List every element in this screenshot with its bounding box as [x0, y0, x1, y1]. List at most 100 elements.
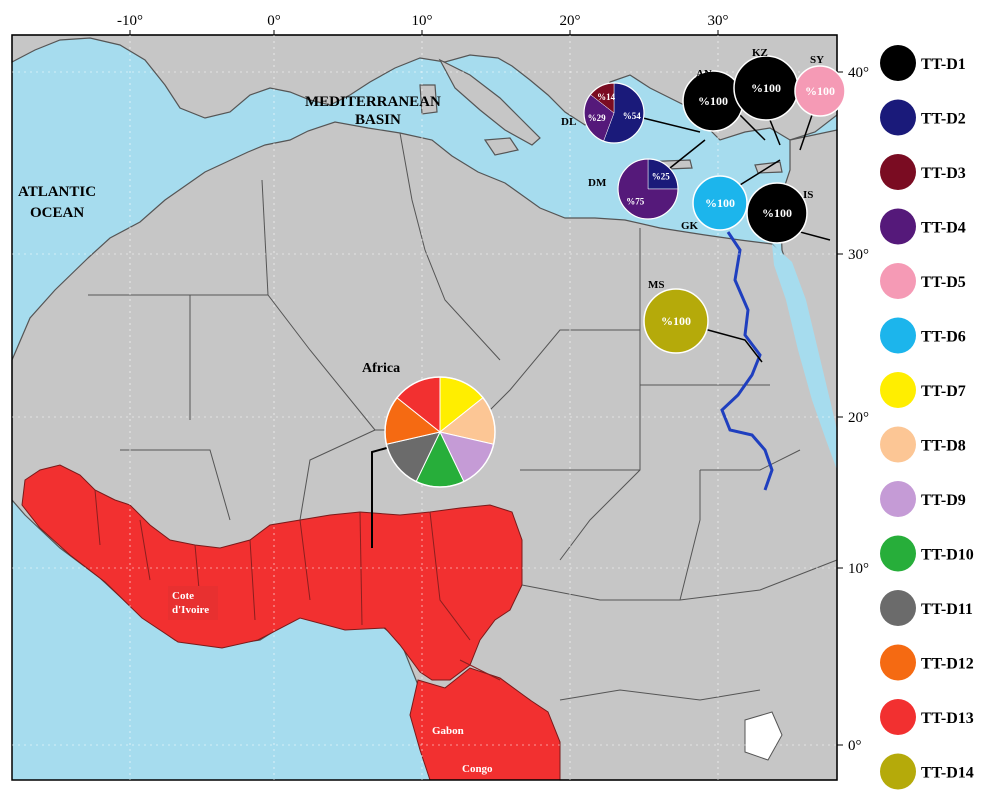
legend-item: TT-D1: [880, 45, 966, 81]
legend-swatch: [880, 644, 916, 681]
cote-label-line2: d'Ivoire: [172, 604, 209, 616]
cote-label-line1: Cote: [172, 590, 194, 602]
europe-landmass: [11, 34, 838, 141]
site-pie-sy: %100 SY: [794, 54, 846, 117]
country-borders: [88, 132, 838, 701]
red-sea: [772, 244, 837, 470]
site-code-kz: KZ: [752, 47, 768, 59]
lat-tick-label: 10°: [848, 561, 869, 577]
lon-tick-label: 10°: [412, 13, 433, 29]
site-pie-kz: %100 KZ: [733, 47, 799, 121]
africa-pie-outline: [384, 376, 496, 488]
gabon-congo-highlight: [409, 667, 561, 781]
sardinia: [419, 84, 438, 115]
legend-label: TT-D13: [921, 710, 974, 727]
legend-item: TT-D12: [880, 644, 974, 681]
legend-item: TT-D13: [880, 699, 974, 735]
cote-label-box: [168, 586, 218, 620]
legend-item: TT-D11: [880, 590, 973, 626]
legend-item: TT-D5: [880, 263, 966, 299]
lon-tick-label: 30°: [708, 13, 729, 29]
africa-pie: [371, 376, 496, 548]
site-pie-dl: %54 %29 %14 DL: [561, 82, 645, 144]
legend-item: TT-D8: [880, 426, 966, 463]
legend-item: TT-D6: [880, 317, 966, 354]
legend-swatch: [880, 154, 916, 190]
legend-swatch: [880, 535, 916, 572]
site-code-an: AN: [696, 68, 712, 80]
lat-tick-label: 30°: [848, 247, 869, 263]
site-code-sy: SY: [810, 54, 824, 66]
legend-item: TT-D10: [880, 535, 974, 572]
nile-river: [720, 231, 774, 491]
pie-outline: [583, 82, 645, 144]
site-code-is: IS: [803, 189, 813, 201]
legend-label: TT-D4: [921, 220, 966, 237]
lon-tick-label: 20°: [560, 13, 581, 29]
site-code-gk: GK: [681, 220, 699, 232]
highlight-borders: [94, 489, 501, 681]
legend-label: TT-D1: [921, 56, 966, 73]
legend-label: TT-D12: [921, 656, 974, 673]
site-pie-dm: %25 %75 DM: [588, 158, 679, 220]
pie-percent-label: %100: [705, 196, 735, 210]
sicily: [483, 137, 519, 156]
gabon-label: Gabon: [432, 725, 464, 737]
map-labels: MEDITERRANEAN BASIN ATLANTIC OCEAN Afric…: [18, 94, 493, 775]
legend-label: TT-D11: [921, 601, 973, 618]
site-pies: %100 AN %100 KZ %100 SY %54 %29 %14 DL %25 %75 DM %10…: [561, 47, 846, 354]
legend-swatch: [880, 753, 916, 790]
pie-outline: [617, 158, 679, 220]
legend-label: TT-D7: [921, 383, 966, 400]
legend-swatch: [880, 317, 916, 354]
pie-percent-label: %25: [652, 171, 671, 181]
legend-label: TT-D9: [921, 492, 966, 509]
legend-swatch: [880, 45, 916, 81]
pie-slice: [692, 175, 748, 231]
pie-percent-label: %100: [805, 84, 835, 98]
lat-tick-label: 20°: [848, 410, 869, 426]
pie-slice: [643, 288, 709, 354]
atlantic-label-line1: ATLANTIC: [18, 184, 96, 200]
site-code-dm: DM: [588, 177, 607, 189]
legend-item: TT-D3: [880, 154, 966, 190]
mediterranean-label-line2: BASIN: [355, 112, 401, 128]
legend-label: TT-D8: [921, 438, 966, 455]
pie-percent-label: %29: [588, 113, 607, 123]
legend-label: TT-D2: [921, 111, 966, 128]
legend-label: TT-D10: [921, 547, 974, 564]
africa-label: Africa: [362, 361, 400, 376]
mediterranean-label-line1: MEDITERRANEAN: [305, 94, 441, 110]
site-pie-an: %100 AN: [682, 68, 744, 132]
pie-percent-label: %75: [626, 197, 645, 207]
legend-swatch: [880, 426, 916, 463]
west-africa-highlight: [21, 464, 523, 681]
lon-tick-label: -10°: [117, 13, 143, 29]
legend-swatch: [880, 208, 916, 245]
pie-slice: [794, 65, 846, 117]
legend-swatch: [880, 372, 916, 408]
legend-label: TT-D6: [921, 329, 966, 346]
pie-percent-label: %100: [762, 206, 792, 220]
italy: [438, 58, 541, 146]
legend-item: TT-D14: [880, 753, 974, 790]
site-code-ms: MS: [648, 279, 665, 291]
legend-item: TT-D2: [880, 99, 966, 136]
legend-label: TT-D3: [921, 165, 966, 182]
pie-percent-label: %14: [597, 92, 616, 102]
legend-swatch: [880, 481, 916, 517]
pie-percent-label: %100: [661, 314, 691, 328]
legend-item: TT-D7: [880, 372, 966, 408]
congo-label: Congo: [462, 763, 493, 775]
legend-label: TT-D14: [921, 765, 974, 782]
site-pie-ms: %100 MS: [643, 279, 709, 354]
lon-tick-label: 0°: [267, 13, 281, 29]
legend: TT-D1 TT-D2 TT-D3 TT-D4 TT-D5 TT-D6 TT-D7 TT-D8…: [880, 45, 974, 790]
legend-swatch: [880, 590, 916, 626]
lat-tick-label: 40°: [848, 65, 869, 81]
pie-percent-label: %100: [698, 94, 728, 108]
legend-swatch: [880, 99, 916, 136]
site-pie-gk: %100 GK: [681, 175, 748, 232]
